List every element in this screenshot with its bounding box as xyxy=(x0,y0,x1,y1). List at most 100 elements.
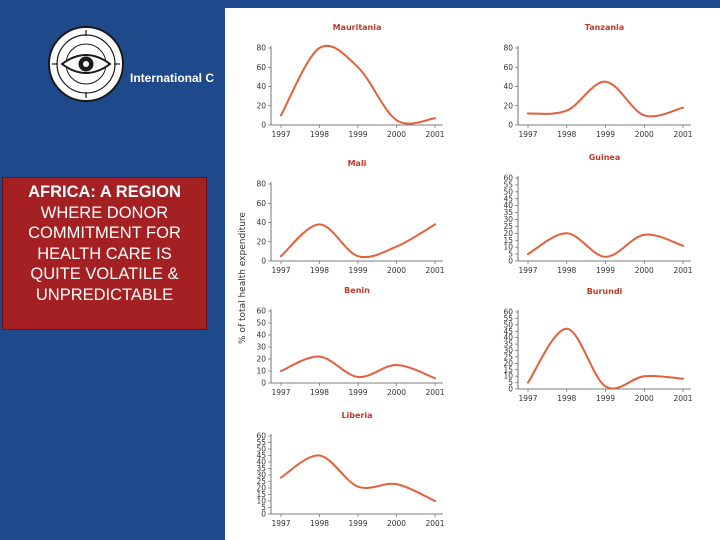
mauritania-data-point xyxy=(280,114,282,117)
guinea-x-tick-label: 2000 xyxy=(635,266,654,275)
liberia-y-tick-label: 10 xyxy=(256,497,266,506)
tanzania-series-line xyxy=(527,80,684,118)
burundi-y-tick-label: 15 xyxy=(503,365,513,374)
guinea-y-tick-label: 35 xyxy=(503,208,513,217)
mauritania-y-tick-label: 40 xyxy=(256,82,266,91)
mauritania-y-tick-label: 80 xyxy=(256,44,266,53)
guinea-panel-title: Guinea xyxy=(589,153,621,162)
burundi-data-point xyxy=(643,375,646,378)
burundi-y-tick-label: 30 xyxy=(503,346,513,355)
tanzania-y-tick-label: 20 xyxy=(503,101,513,110)
mauritania-data-point xyxy=(434,117,436,120)
mali-data-point xyxy=(318,223,321,226)
guinea-data-point xyxy=(682,244,684,247)
benin-series-line xyxy=(280,355,436,380)
burundi-y-tick-label: 50 xyxy=(503,320,513,329)
liberia-y-tick-label: 40 xyxy=(256,458,266,467)
benin-y-tick-label: 0 xyxy=(261,379,266,388)
liberia-data-point xyxy=(318,454,321,457)
mauritania-y-tick-label: 20 xyxy=(256,101,266,110)
mauritania-y-tick-label: 0 xyxy=(261,121,266,130)
burundi-x-tick-label: 1998 xyxy=(557,394,576,403)
tanzania-data-point xyxy=(527,112,529,115)
title-line-2: WHERE DONOR xyxy=(40,203,169,222)
guinea-y-tick-label: 0 xyxy=(508,257,513,266)
burundi-y-tick-label: 10 xyxy=(503,372,513,381)
burundi-data-point xyxy=(682,377,684,380)
guinea-data-point xyxy=(643,233,646,236)
burundi-x-tick-label: 2001 xyxy=(673,394,692,403)
tanzania-data-point xyxy=(604,80,607,83)
burundi-y-tick-label: 55 xyxy=(503,314,513,323)
benin-x-tick-label: 1998 xyxy=(310,388,329,397)
mauritania-x-tick-label: 1999 xyxy=(348,130,367,139)
mali-x-tick-label: 2000 xyxy=(387,266,406,275)
guinea-y-tick-label: 30 xyxy=(503,215,513,224)
mali-y-tick-label: 40 xyxy=(256,218,266,227)
mali-y-tick-label: 60 xyxy=(256,199,266,208)
benin-data-point xyxy=(434,377,436,380)
mali-y-tick-label: 20 xyxy=(256,237,266,246)
mali-data-point xyxy=(395,245,398,248)
burundi-y-tick-label: 5 xyxy=(508,378,513,387)
burundi-data-point xyxy=(527,381,529,384)
liberia-data-point xyxy=(357,485,359,488)
mauritania-x-tick-label: 2000 xyxy=(387,130,406,139)
liberia-y-tick-label: 60 xyxy=(256,432,266,441)
liberia-data-point xyxy=(434,500,436,502)
guinea-data-point xyxy=(604,255,607,258)
tanzania-panel-title: Tanzania xyxy=(585,23,624,32)
mali-x-tick-label: 1998 xyxy=(310,266,329,275)
liberia-x-tick-label: 2001 xyxy=(425,519,444,528)
guinea-series-line xyxy=(527,232,684,258)
liberia-y-tick-label: 35 xyxy=(256,464,266,473)
burundi-y-tick-label: 20 xyxy=(503,359,513,368)
burundi-y-tick-label: 60 xyxy=(503,308,513,317)
mauritania-data-point xyxy=(395,119,398,122)
tanzania-x-tick-label: 1999 xyxy=(596,130,615,139)
liberia-data-point xyxy=(280,476,282,479)
burundi-y-tick-label: 25 xyxy=(503,352,513,361)
mali-series-line xyxy=(280,223,436,259)
university-seal-icon xyxy=(46,24,126,104)
liberia-y-tick-label: 15 xyxy=(256,490,266,499)
liberia-y-tick-label: 45 xyxy=(256,451,266,460)
organization-name: International C xyxy=(130,71,215,85)
guinea-x-tick-label: 1998 xyxy=(557,266,576,275)
guinea-y-tick-label: 55 xyxy=(503,180,513,189)
tanzania-data-point xyxy=(565,109,568,112)
benin-y-tick-label: 10 xyxy=(256,367,266,376)
mauritania-x-tick-label: 2001 xyxy=(425,130,444,139)
burundi-x-tick-label: 1997 xyxy=(518,394,537,403)
title-line-5: QUITE VOLATILE & xyxy=(30,265,179,284)
benin-y-tick-label: 40 xyxy=(256,331,266,340)
burundi-data-point xyxy=(565,327,568,330)
tanzania-x-tick-label: 1997 xyxy=(518,130,537,139)
benin-data-point xyxy=(395,364,398,366)
mauritania-x-tick-label: 1997 xyxy=(271,130,290,139)
guinea-y-tick-label: 25 xyxy=(503,222,513,231)
liberia-y-tick-label: 5 xyxy=(261,503,266,512)
benin-x-tick-label: 2001 xyxy=(425,388,444,397)
burundi-y-tick-label: 45 xyxy=(503,327,513,336)
liberia-y-tick-label: 20 xyxy=(256,484,266,493)
liberia-x-tick-label: 2000 xyxy=(387,519,406,528)
mali-data-point xyxy=(280,255,282,258)
burundi-y-tick-label: 40 xyxy=(503,333,513,342)
y-axis-label: % of total health expenditure xyxy=(238,212,248,344)
mali-y-tick-label: 80 xyxy=(256,180,266,189)
title-line-3: COMMITMENT FOR xyxy=(28,224,181,243)
burundi-y-tick-label: 0 xyxy=(508,385,513,394)
tanzania-y-tick-label: 40 xyxy=(503,82,513,91)
slide-title-box: AFRICA: A REGION WHERE DONOR COMMITMENT … xyxy=(2,177,207,330)
tanzania-x-tick-label: 1998 xyxy=(557,130,576,139)
benin-y-tick-label: 30 xyxy=(256,343,266,352)
title-line-6: UNPREDICTABLE xyxy=(35,285,174,304)
tanzania-data-point xyxy=(643,114,646,117)
burundi-data-point xyxy=(604,385,607,388)
liberia-y-tick-label: 0 xyxy=(261,510,266,519)
benin-y-tick-label: 50 xyxy=(256,319,266,328)
tanzania-y-tick-label: 80 xyxy=(503,44,513,53)
liberia-x-tick-label: 1999 xyxy=(348,519,367,528)
